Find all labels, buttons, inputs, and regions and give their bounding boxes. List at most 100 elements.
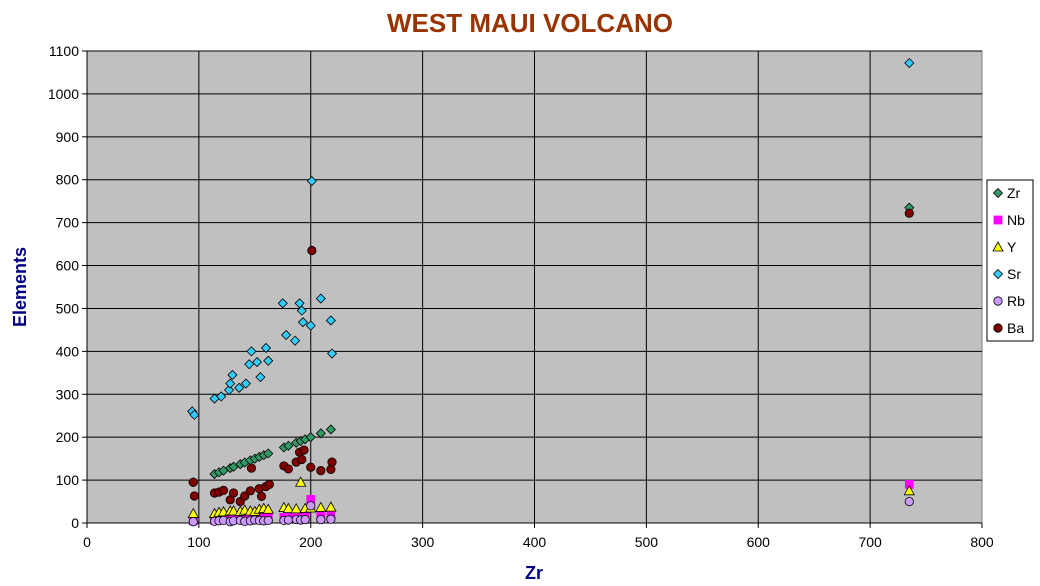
y-tick-label: 500 <box>56 300 80 316</box>
x-axis-ticks: 0 100 200 300 400 500 600 700 800 <box>83 523 994 550</box>
data-points <box>187 57 915 527</box>
y-tick-label: 200 <box>56 429 80 445</box>
legend-label: Rb <box>1007 293 1025 309</box>
data-point-y <box>295 476 307 487</box>
data-point-ba <box>228 488 239 498</box>
data-point-sr <box>189 409 200 420</box>
y-tick-label: 700 <box>56 215 80 231</box>
y-tick-label: 800 <box>56 172 80 188</box>
data-point-zr <box>283 440 294 451</box>
data-point-sr <box>234 382 245 393</box>
y-tick-label: 300 <box>56 386 80 402</box>
legend-entry-sr: Sr <box>992 266 1021 282</box>
series-ba <box>188 208 914 507</box>
data-point-ba <box>307 245 317 256</box>
y-axis-label: Elements <box>10 247 30 327</box>
legend-entry-y: Y <box>992 239 1017 255</box>
legend-marker-ba <box>993 323 1003 333</box>
x-tick-label: 0 <box>83 534 91 550</box>
data-point-sr <box>246 346 257 357</box>
legend: Zr Nb Y Sr Rb Ba <box>986 179 1034 342</box>
legend-box <box>986 179 1034 342</box>
legend-entry-ba: Ba <box>993 320 1024 336</box>
data-point-ba <box>189 491 199 501</box>
data-point-rb <box>188 517 198 527</box>
series-sr <box>187 57 915 420</box>
data-point-sr <box>297 317 308 328</box>
data-point-rb <box>904 496 914 507</box>
data-point-ba <box>297 454 307 465</box>
data-point-y <box>227 505 240 516</box>
data-point-y <box>262 503 274 514</box>
data-point-ba <box>316 466 326 476</box>
legend-label: Zr <box>1007 185 1021 201</box>
data-point-sr <box>326 348 338 359</box>
data-point-y <box>315 501 327 512</box>
data-point-ba <box>299 445 309 455</box>
grid-lines <box>86 50 982 524</box>
legend-entry-nb: Nb <box>993 212 1025 228</box>
data-point-sr <box>225 378 236 389</box>
data-point-ba <box>904 208 914 218</box>
chart-title: WEST MAUI VOLCANO <box>387 8 673 38</box>
data-point-sr <box>325 315 336 326</box>
data-point-rb <box>316 514 326 525</box>
data-point-zr <box>325 424 336 435</box>
data-point-zr <box>263 448 274 459</box>
data-point-ba <box>245 486 255 496</box>
legend-label: Ba <box>1007 320 1024 336</box>
x-tick-label: 600 <box>747 534 771 550</box>
data-point-sr <box>290 335 301 346</box>
y-axis-ticks: 0 100 200 300 400 500 600 700 800 900 1000 1100 <box>48 43 87 531</box>
legend-marker-y <box>992 241 1004 252</box>
data-point-rb <box>306 501 316 511</box>
data-point-sr <box>306 175 317 187</box>
y-tick-label: 0 <box>71 515 79 531</box>
data-point-ba <box>218 485 229 495</box>
data-point-sr <box>244 359 255 370</box>
data-point-ba <box>283 464 293 474</box>
data-point-ba <box>240 491 250 501</box>
legend-marker-sr <box>992 268 1004 280</box>
legend-entry-zr: Zr <box>992 185 1021 201</box>
x-tick-label: 500 <box>635 534 659 550</box>
data-point-y <box>282 502 295 513</box>
data-point-sr <box>305 320 316 331</box>
y-tick-label: 600 <box>56 258 80 274</box>
y-tick-label: 900 <box>56 129 80 145</box>
x-tick-label: 300 <box>411 534 435 550</box>
data-point-ba <box>264 479 274 489</box>
data-point-ba <box>188 477 198 487</box>
x-axis-label: Zr <box>525 563 543 583</box>
data-point-y <box>325 501 337 512</box>
data-point-sr <box>255 372 266 383</box>
data-point-sr <box>296 305 307 316</box>
y-tick-label: 1100 <box>49 43 79 59</box>
legend-label: Y <box>1007 239 1017 255</box>
data-point-sr <box>251 357 263 368</box>
data-point-sr <box>240 378 251 389</box>
data-point-y <box>290 503 302 514</box>
legend-marker-zr <box>992 187 1004 199</box>
legend-marker-rb <box>993 296 1003 306</box>
legend-label: Sr <box>1007 266 1021 282</box>
data-point-rb <box>300 514 310 525</box>
data-point-ba <box>306 462 316 472</box>
legend-marker-nb <box>993 215 1003 225</box>
data-point-rb <box>263 515 273 526</box>
y-tick-label: 100 <box>56 472 80 488</box>
data-point-zr <box>315 428 326 439</box>
data-point-sr <box>216 391 227 402</box>
data-point-ba <box>246 463 257 473</box>
x-tick-label: 700 <box>858 534 882 550</box>
data-point-sr <box>277 298 288 309</box>
data-point-sr <box>224 384 235 396</box>
x-tick-label: 200 <box>299 534 323 550</box>
x-tick-label: 800 <box>970 534 994 550</box>
data-point-sr <box>904 57 915 69</box>
x-tick-label: 400 <box>523 534 547 550</box>
data-point-sr <box>315 293 326 304</box>
y-tick-label: 400 <box>56 343 80 359</box>
data-point-rb <box>326 514 336 524</box>
